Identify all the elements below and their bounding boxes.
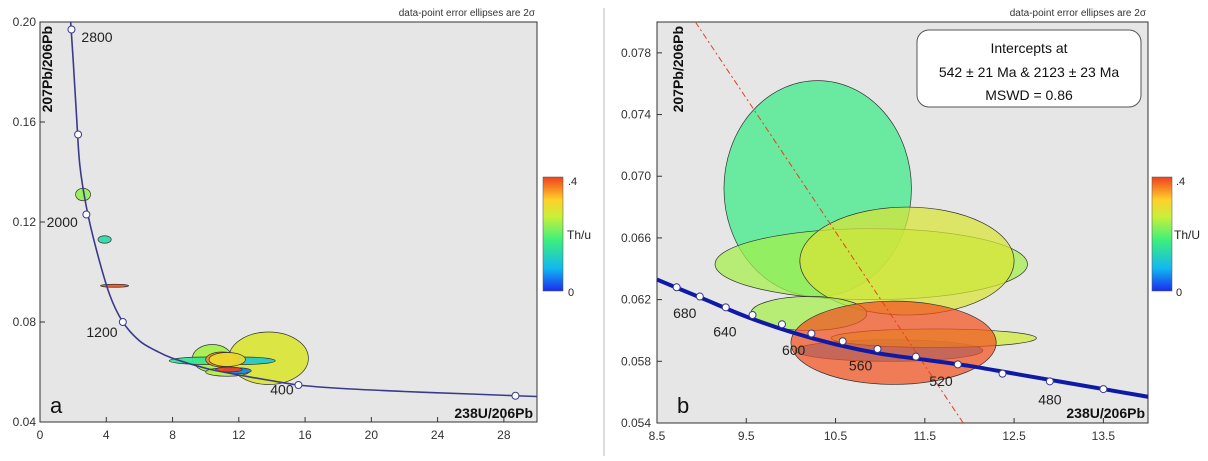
panel-a-colorbar — [542, 176, 564, 292]
concordia-age-marker — [74, 130, 83, 139]
panel-b-label: b — [677, 393, 689, 418]
panel-b-concordia-curve — [656, 277, 1149, 399]
concordia-age-marker — [911, 352, 920, 361]
concordia-age-marker — [294, 381, 303, 389]
y-tick-label: 0.08 — [13, 315, 37, 329]
y-tick-label: 0.16 — [13, 115, 37, 129]
panel-a: data-point error ellipses are 2σ 0.040.0… — [13, 8, 591, 442]
panel-a-note: data-point error ellipses are 2σ — [399, 8, 536, 19]
y-tick-label: 0.066 — [621, 231, 651, 245]
panel-a-concordia-markers — [67, 25, 520, 400]
panel-a-colorbar-min: 0 — [568, 287, 574, 299]
x-tick-label: 8 — [169, 428, 176, 442]
panel-b-colorbar-label: Th/U — [1174, 228, 1200, 242]
y-tick-label: 0.20 — [13, 15, 37, 29]
age-label: 640 — [713, 324, 737, 340]
age-label: 2800 — [81, 29, 112, 45]
panel-a-y-ticks: 0.04 0.08 0.12 0.16 0.20 — [13, 15, 45, 429]
concordia-age-marker — [838, 337, 847, 346]
age-label: 560 — [849, 358, 873, 374]
intercept-box: Intercepts at 542 ± 21 Ma & 2123 ± 23 Ma… — [916, 29, 1142, 108]
panel-a-y-axis-label: 207Pb/206Pb — [39, 26, 55, 112]
panel-b-x-ticks: 8.5 9.5 10.5 11.5 12.5 13.5 — [649, 418, 1116, 443]
panel-a-x-ticks: 0 4 8 12 16 20 24 28 — [37, 417, 511, 442]
concordia-age-marker — [1045, 377, 1054, 386]
intercept-box-line-3: MSWD = 0.86 — [985, 87, 1073, 103]
x-tick-label: 4 — [103, 428, 110, 442]
concordia-age-marker — [721, 303, 730, 312]
y-tick-label: 0.078 — [621, 46, 651, 60]
panel-b-colorbar — [1151, 176, 1173, 292]
panel-b-colorbar-min: 0 — [1176, 287, 1182, 299]
age-label: 600 — [782, 342, 806, 358]
panel-a-concordia-curve — [69, 21, 538, 398]
y-tick-label: 0.062 — [621, 293, 651, 307]
concordia-age-marker — [67, 25, 76, 34]
x-tick-label: 28 — [497, 428, 511, 442]
panel-b: data-point error ellipses are 2σ 0.0540.… — [621, 8, 1200, 443]
concordia-age-marker — [118, 318, 127, 326]
y-tick-label: 0.074 — [621, 108, 651, 122]
y-tick-label: 0.054 — [621, 416, 651, 430]
concordia-age-marker — [695, 292, 704, 301]
x-tick-label: 16 — [298, 428, 312, 442]
x-tick-label: 20 — [365, 428, 379, 442]
concordia-age-marker — [807, 329, 816, 338]
y-tick-label: 0.04 — [13, 415, 37, 429]
panel-a-label: a — [50, 393, 63, 418]
panel-b-note: data-point error ellipses are 2σ — [1010, 8, 1147, 19]
panel-a-colorbar-max: .4 — [568, 176, 577, 188]
panel-b-age-labels: 680 640 600 560 520 480 — [673, 305, 1062, 407]
x-tick-label: 11.5 — [914, 429, 937, 443]
y-tick-label: 0.058 — [621, 354, 651, 368]
age-label: 2000 — [47, 214, 78, 230]
intercept-box-line-2: 542 ± 21 Ma & 2123 ± 23 Ma — [939, 64, 1120, 80]
age-label: 480 — [1038, 391, 1062, 407]
x-tick-label: 9.5 — [738, 429, 755, 443]
x-tick-label: 12 — [232, 428, 246, 442]
panel-a-ellipses — [75, 187, 309, 385]
x-tick-label: 13.5 — [1092, 429, 1116, 443]
panel-b-y-ticks: 0.054 0.058 0.062 0.066 0.070 0.074 0.078 — [621, 46, 662, 430]
error-ellipse — [208, 352, 246, 367]
age-label: 1200 — [86, 324, 117, 340]
x-tick-label: 0 — [37, 428, 44, 442]
x-tick-label: 12.5 — [1002, 429, 1026, 443]
error-ellipse — [215, 366, 243, 373]
panel-b-colorbar-max: .4 — [1176, 176, 1185, 188]
panel-a-colorbar-label: Th/u — [567, 228, 591, 242]
x-tick-label: 10.5 — [824, 429, 848, 443]
error-ellipse — [97, 235, 112, 244]
age-label: 400 — [270, 382, 294, 398]
panel-b-y-axis-label: 207Pb/206Pb — [670, 26, 686, 112]
intercept-box-line-1: Intercepts at — [990, 40, 1067, 56]
concordia-age-marker — [953, 360, 962, 369]
x-tick-label: 24 — [431, 428, 445, 442]
y-tick-label: 0.070 — [621, 169, 651, 183]
x-tick-label: 8.5 — [649, 429, 666, 443]
concordia-age-marker — [672, 283, 681, 292]
panel-b-x-axis-label: 238U/206Pb — [1066, 405, 1145, 421]
concordia-age-marker — [1099, 385, 1108, 394]
error-ellipse — [100, 283, 129, 288]
concordia-age-marker — [998, 369, 1007, 378]
concordia-age-marker — [777, 320, 786, 329]
age-label: 520 — [929, 373, 953, 389]
panel-b-concordia-markers — [672, 283, 1108, 394]
concordia-age-marker — [82, 210, 91, 219]
panel-a-x-axis-label: 238U/206Pb — [454, 405, 533, 421]
panel-a-age-labels: 2800 2000 1200 400 — [47, 29, 294, 398]
concordia-age-marker — [873, 344, 882, 353]
y-tick-label: 0.12 — [13, 215, 37, 229]
panel-b-ellipses — [714, 80, 1037, 385]
age-label: 680 — [673, 305, 697, 321]
concordia-age-marker — [748, 311, 757, 320]
concordia-age-marker — [511, 391, 520, 400]
